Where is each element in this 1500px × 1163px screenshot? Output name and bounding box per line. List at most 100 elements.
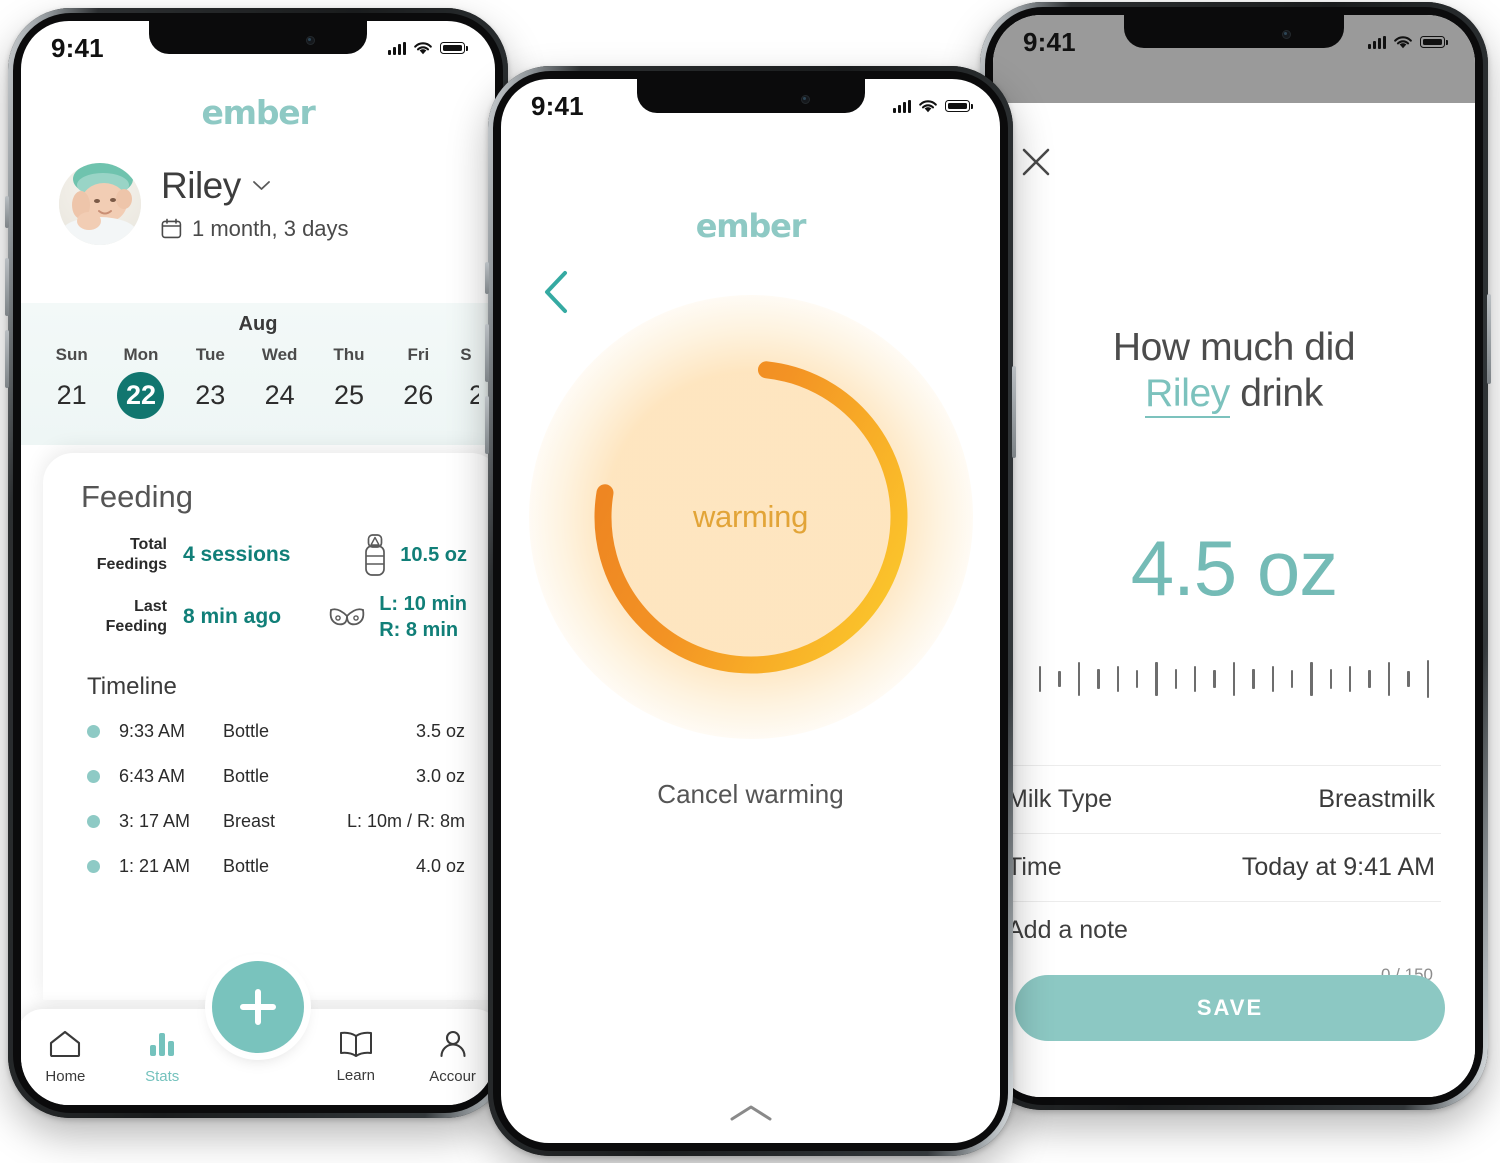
day-number: 24 (264, 380, 295, 410)
back-button[interactable] (539, 269, 579, 317)
sheet-question: How much did Riley drink (993, 325, 1475, 419)
volume-down-button[interactable] (485, 396, 489, 454)
volume-down-button[interactable] (5, 330, 9, 388)
tab-home[interactable]: Home (21, 1029, 114, 1085)
tab-label: Learn (336, 1067, 375, 1084)
amount-value: 4.5 oz (1130, 524, 1338, 612)
status-bar: 9:41 (21, 21, 495, 75)
timeline-dot-icon (87, 770, 100, 783)
baby-profile-header[interactable]: Riley 1 month, 3 days (59, 163, 349, 245)
timeline-kind: Bottle (223, 766, 270, 786)
baby-name-block[interactable]: Riley 1 month, 3 days (161, 167, 349, 242)
plus-icon (240, 989, 276, 1025)
close-sheet-button[interactable] (1019, 145, 1053, 179)
day-number: 23 (195, 380, 226, 410)
notch (1124, 15, 1344, 48)
timeline-row[interactable]: 1: 21 AM Bottle 4.0 oz (87, 844, 465, 889)
tab-learn[interactable]: Learn (307, 1030, 404, 1084)
notch (149, 21, 367, 54)
summary-row-total: Total Feedings 4 sessions 10.5 oz (61, 533, 467, 577)
phone-3-screen: 9:41 How much did Riley drink 4.5 oz (993, 15, 1475, 1097)
baby-age-row: 1 month, 3 days (161, 216, 349, 242)
calendar-icon (161, 218, 182, 239)
row-value: Breastmilk (1318, 785, 1435, 813)
timeline-row[interactable]: 3: 17 AM Breast L: 10m / R: 8m (87, 799, 465, 844)
home-icon (50, 1030, 81, 1058)
summary-label-last: Last Feeding (105, 598, 167, 635)
tab-label: Stats (145, 1068, 180, 1085)
cellular-bars-icon (893, 99, 911, 113)
mute-switch[interactable] (485, 262, 489, 294)
timeline-amount: L: 10m / R: 8m (346, 811, 465, 831)
close-x-icon (1022, 148, 1050, 176)
note-placeholder: Add a note (1007, 916, 1128, 944)
add-entry-button[interactable] (212, 961, 304, 1053)
calendar-day-22-selected[interactable]: Mon 22 (106, 345, 175, 419)
tab-account[interactable]: Accour (404, 1029, 495, 1085)
calendar-day-23[interactable]: Tue 23 (176, 345, 245, 419)
date-strip: Aug Sun 21 Mon 22 Tue 23 Wed (21, 303, 495, 445)
timeline-dot-icon (87, 860, 100, 873)
swipe-up-handle[interactable] (501, 1103, 1000, 1123)
baby-name: Riley (161, 164, 241, 206)
mute-switch[interactable] (5, 196, 9, 228)
row-time[interactable]: Time Today at 9:41 AM (993, 833, 1441, 901)
day-number: 21 (56, 380, 87, 410)
tab-label: Home (45, 1068, 86, 1085)
volume-up-button[interactable] (5, 258, 9, 316)
day-number: 2 (468, 380, 479, 410)
day-of-week: Sun (55, 345, 88, 364)
detail-rows: Milk Type Breastmilk Time Today at 9:41 … (993, 765, 1441, 995)
calendar-day-26[interactable]: Fri 26 (384, 345, 453, 419)
calendar-day-25[interactable]: Thu 25 (314, 345, 383, 419)
save-button[interactable]: SAVE (1015, 975, 1445, 1041)
baby-age-text: 1 month, 3 days (192, 215, 349, 241)
phone-1-home-screen: 9:41 ember (5, 8, 511, 1118)
calendar-day-27-clipped[interactable]: S 2 (453, 345, 479, 419)
person-icon (440, 1030, 466, 1058)
app-logo: ember (201, 93, 315, 132)
timeline-row[interactable]: 6:43 AM Bottle 3.0 oz (87, 754, 465, 799)
phone-2-screen: 9:41 ember (501, 79, 1000, 1143)
front-camera-icon (1282, 30, 1292, 40)
warming-ring-svg (594, 360, 907, 674)
day-number: 22 (117, 372, 165, 419)
timeline-time: 1: 21 AM (119, 856, 191, 876)
warming-status-label: warming (692, 499, 809, 534)
battery-full-icon (945, 100, 973, 112)
status-time: 9:41 (1023, 26, 1076, 57)
status-time: 9:41 (531, 90, 584, 121)
power-button[interactable] (1487, 294, 1491, 384)
day-of-week: Tue (195, 345, 225, 364)
baby-photo-avatar[interactable] (59, 163, 141, 245)
cellular-bars-icon (388, 41, 406, 55)
summary-bottle-total: 10.5 oz (400, 544, 467, 566)
wifi-icon (1394, 35, 1412, 48)
amount-ruler-slider[interactable] (1039, 653, 1429, 705)
front-camera-icon (305, 36, 315, 46)
cancel-warming-button[interactable]: Cancel warming (657, 779, 844, 809)
row-label: Time (1007, 853, 1062, 881)
baby-name-link[interactable]: Riley (1145, 372, 1230, 419)
row-value: Today at 9:41 AM (1241, 853, 1435, 881)
tab-stats[interactable]: Stats (114, 1029, 211, 1085)
day-of-week: Thu (333, 345, 365, 364)
calendar-day-24[interactable]: Wed 24 (245, 345, 314, 419)
timeline-row[interactable]: 9:33 AM Bottle 3.5 oz (87, 709, 465, 754)
feeding-summary: Total Feedings 4 sessions 10.5 oz (43, 515, 495, 643)
volume-up-button[interactable] (485, 324, 489, 382)
timeline-time: 6:43 AM (119, 766, 186, 786)
feeding-card: Feeding Total Feedings 4 sessions (43, 453, 495, 1000)
row-milk-type[interactable]: Milk Type Breastmilk (993, 765, 1441, 833)
warming-progress-ring: warming (528, 295, 973, 739)
question-line-2-tail: drink (1229, 372, 1323, 416)
log-feeding-sheet: How much did Riley drink 4.5 oz Milk Typ… (993, 93, 1475, 1097)
calendar-day-21[interactable]: Sun 21 (37, 345, 106, 419)
power-button[interactable] (1012, 366, 1016, 458)
battery-full-icon (440, 42, 468, 54)
chevron-down-icon[interactable] (252, 180, 270, 190)
timeline-dot-icon (87, 725, 100, 738)
row-add-note[interactable]: Add a note 0 / 150 (993, 901, 1441, 995)
timeline-kind: Breast (223, 811, 276, 831)
